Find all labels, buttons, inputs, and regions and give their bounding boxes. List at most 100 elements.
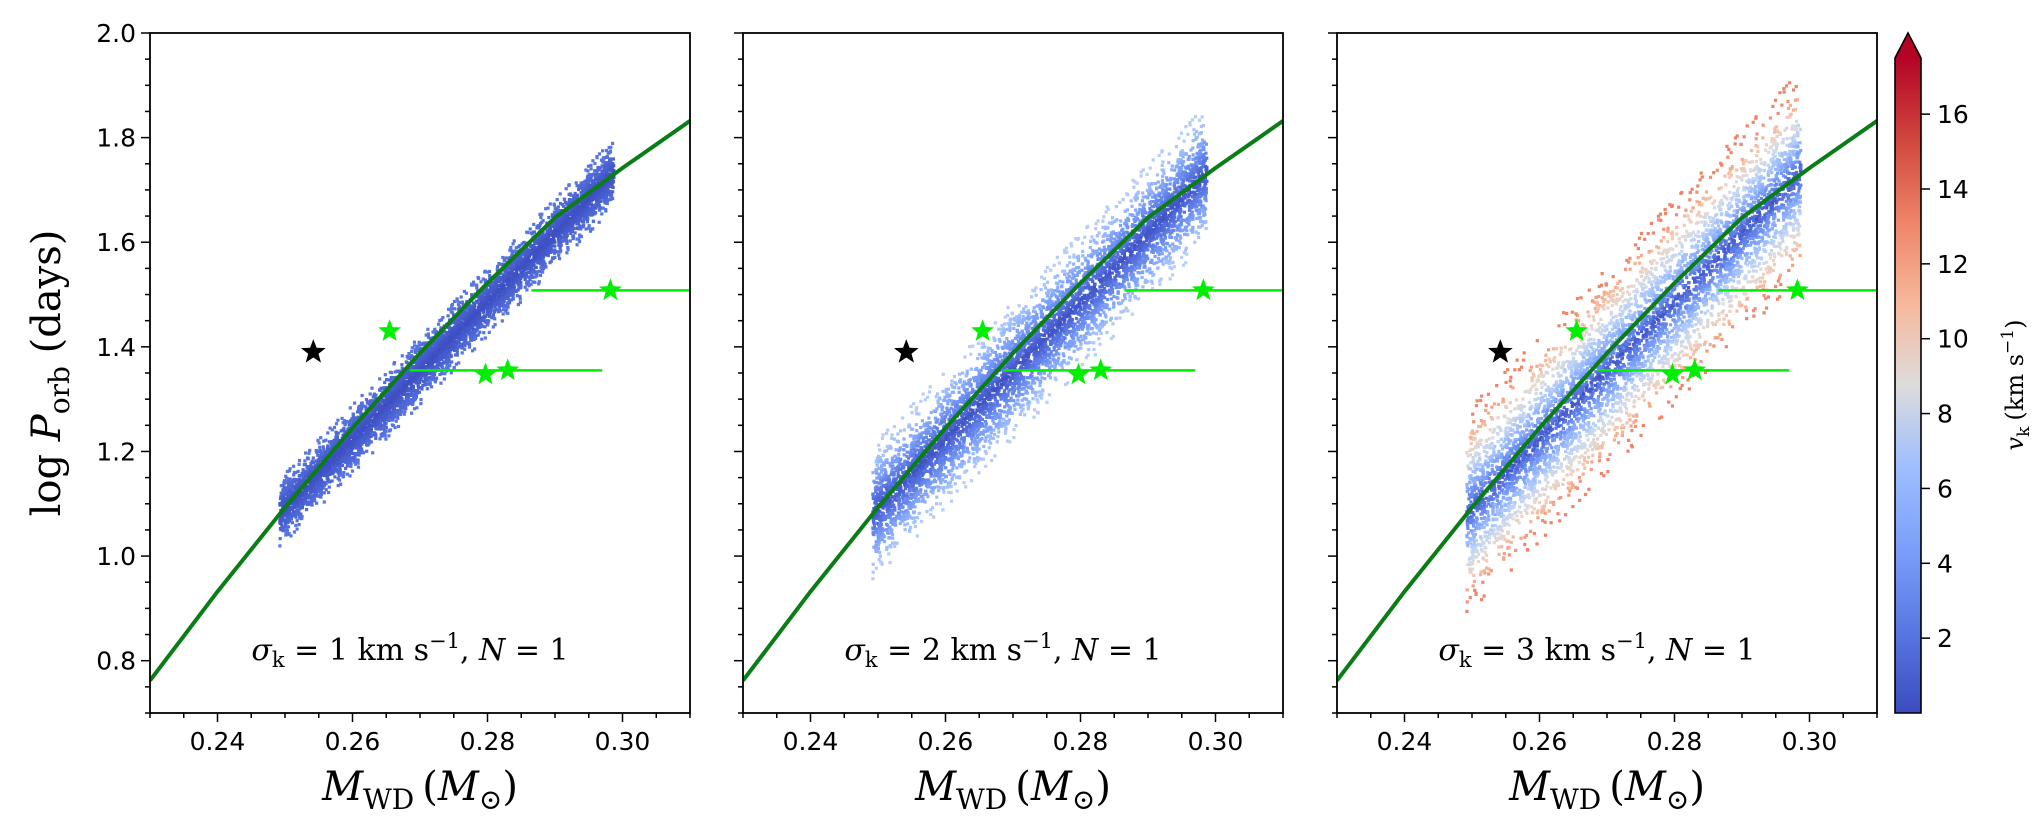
sim-point [306, 475, 310, 479]
sim-point [465, 327, 469, 331]
sim-point [312, 480, 316, 484]
sim-point [492, 284, 496, 288]
sim-point [593, 169, 597, 173]
sim-point [293, 499, 298, 503]
sim-point [570, 209, 574, 213]
sim-point [560, 220, 564, 224]
sim-point [358, 428, 362, 432]
sim-point [459, 333, 463, 337]
sim-point [549, 245, 553, 249]
sim-point [552, 251, 557, 255]
sim-point [487, 314, 491, 318]
sim-point [489, 315, 494, 319]
sim-point [532, 250, 536, 254]
sim-point [578, 224, 582, 228]
sim-point [517, 279, 522, 283]
sim-point [441, 316, 445, 320]
sim-point [288, 467, 292, 471]
sim-point [305, 456, 310, 460]
sim-point [396, 408, 400, 412]
sim-point [293, 506, 297, 510]
sim-point [341, 449, 346, 453]
sim-point [485, 313, 489, 317]
sim-point [343, 448, 348, 453]
sim-point [596, 165, 600, 170]
sim-point [601, 206, 605, 210]
sim-point [579, 213, 583, 217]
sim-point [455, 350, 459, 355]
sim-point [579, 191, 583, 195]
sim-point [298, 477, 302, 481]
sim-point [515, 262, 519, 266]
sim-point [553, 255, 557, 259]
sim-point [600, 212, 604, 216]
sim-point [501, 274, 506, 278]
sim-point [478, 330, 482, 334]
sim-point [512, 277, 516, 281]
sim-point [290, 514, 294, 518]
sim-point [440, 350, 444, 354]
sim-point [469, 326, 473, 330]
sim-point [597, 191, 601, 195]
sim-point [349, 446, 353, 450]
sim-point [374, 403, 378, 408]
sim-point [543, 241, 547, 245]
sim-point [459, 337, 463, 341]
sim-point [567, 220, 571, 224]
sim-point [512, 281, 516, 286]
sim-point [329, 440, 334, 445]
sim-point [556, 205, 560, 209]
sim-point [450, 302, 455, 307]
sim-point [448, 331, 452, 335]
sim-point [332, 425, 337, 430]
sim-point [560, 222, 564, 226]
sim-point [510, 263, 514, 267]
sim-point [348, 406, 352, 410]
sim-point [559, 241, 563, 245]
sim-point [325, 477, 329, 481]
sim-point [539, 262, 543, 266]
sim-point [507, 301, 512, 305]
sim-point [365, 443, 369, 447]
sim-point [439, 344, 443, 348]
sim-point [533, 253, 537, 257]
sim-point [549, 223, 553, 227]
sim-point [527, 254, 531, 258]
sim-point [399, 390, 403, 394]
sim-point [445, 362, 449, 366]
sim-point [475, 333, 479, 337]
sim-point [464, 339, 468, 343]
sim-point [424, 378, 428, 382]
sim-point [483, 325, 487, 329]
sim-point [519, 282, 523, 286]
sim-point [555, 211, 559, 215]
sim-point [403, 380, 408, 384]
sim-point [335, 439, 339, 443]
sim-point [341, 421, 345, 425]
sim-point [530, 270, 534, 274]
sim-point [472, 323, 476, 327]
sim-point [475, 283, 479, 287]
sim-point [544, 265, 548, 269]
sim-point [393, 370, 397, 374]
sim-point [497, 304, 501, 308]
sim-point [511, 297, 515, 301]
sim-point [525, 288, 529, 292]
sim-point [492, 310, 496, 314]
sim-point [582, 203, 586, 207]
sim-point [471, 349, 475, 353]
sim-point [545, 250, 549, 254]
sim-point [394, 395, 398, 399]
sim-point [281, 519, 285, 523]
sim-point [284, 533, 288, 537]
sim-point [337, 450, 342, 454]
sim-point [572, 227, 576, 231]
sim-point [591, 159, 595, 163]
sim-point [466, 323, 470, 327]
sim-point [286, 495, 290, 499]
sim-point [532, 222, 536, 226]
sim-point [383, 380, 387, 385]
sim-point [362, 440, 366, 444]
sim-point [566, 246, 570, 250]
sim-point [510, 273, 514, 277]
